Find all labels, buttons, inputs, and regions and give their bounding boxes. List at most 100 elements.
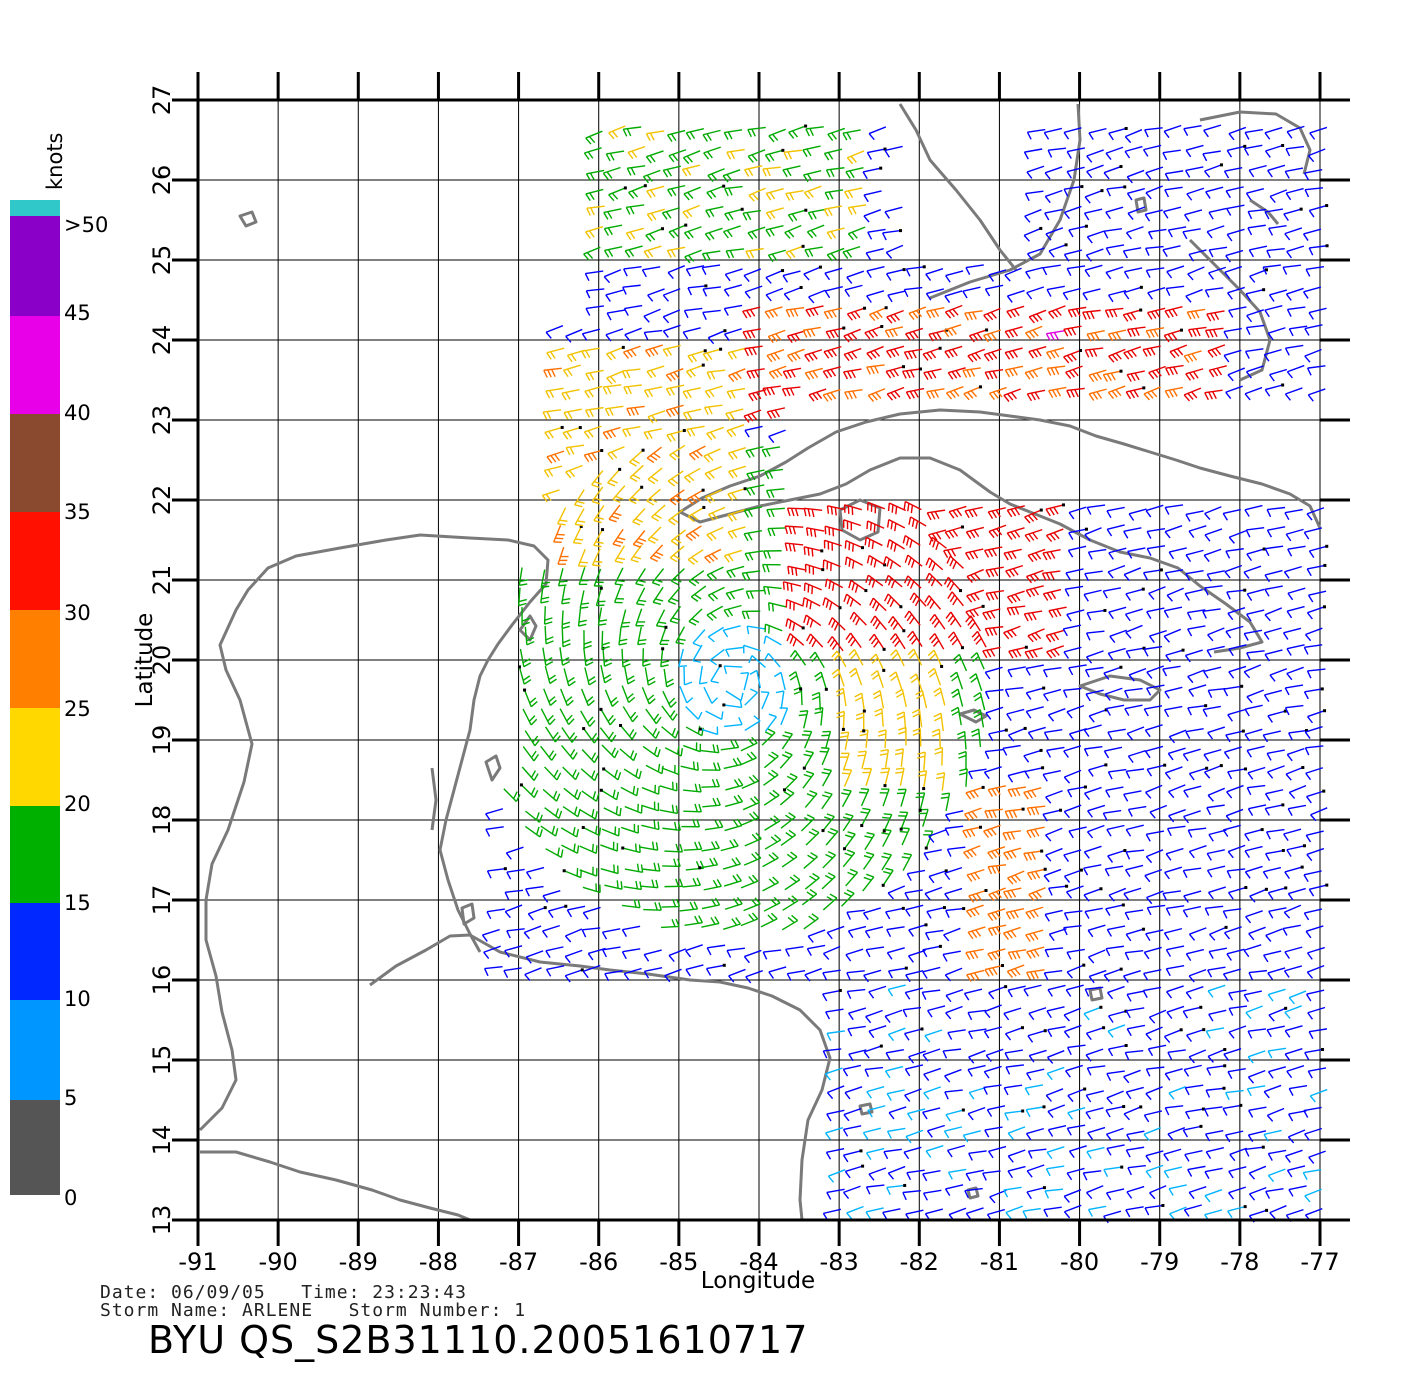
wind-barb-feather [585,231,591,239]
wind-barb-shaft [1243,944,1262,951]
wind-barb-shaft [1268,988,1286,996]
rain-flag-marker [898,229,902,233]
wind-barb-shaft [679,908,698,912]
wind-barb-feather [1027,852,1032,861]
rain-flag-marker [962,907,966,911]
wind-barb-shaft [728,968,746,977]
wind-barb-shaft [670,568,685,582]
wind-barb-feather [806,793,815,798]
wind-barb-shaft [836,650,847,668]
wind-barb-feather [945,1012,952,1020]
wind-barb-shaft [583,728,595,744]
wind-barb-feather [1264,574,1270,583]
wind-barb-feather [1245,192,1252,201]
wind-barb-feather [530,718,538,726]
wind-barb-shaft [768,602,787,608]
wind-barb-shaft [704,548,722,558]
wind-barb-feather [1184,1154,1190,1162]
wind-barb-feather [582,912,589,920]
wind-barb-shaft [1005,686,1024,691]
wind-barb-feather [809,601,812,610]
wind-barb-feather [532,735,539,743]
wind-barb-feather [831,309,837,318]
wind-barb-shaft [944,1089,963,1093]
wind-barb-feather [808,831,817,837]
wind-barb-feather [585,350,591,358]
wind-barb-shaft [1304,1048,1323,1054]
wind-barb-feather [1127,755,1134,763]
wind-barb-shaft [612,528,624,545]
wind-barb-shaft [652,586,664,603]
wind-barb-feather [1086,612,1092,621]
wind-barb-shaft [581,790,597,802]
wind-barb-shaft [523,689,532,708]
wind-barb-shaft [709,648,725,661]
wind-barb-feather [789,309,795,317]
wind-barb-feather [752,193,759,201]
wind-barb-shaft [915,673,923,692]
wind-barb-feather [627,386,632,395]
wind-barb-feather [783,152,789,160]
wind-barb-shaft [944,887,963,895]
wind-barb-shaft [624,868,643,874]
wind-barb-feather [790,508,795,517]
wind-barb-feather [1028,893,1035,901]
wind-barb-feather [614,583,624,586]
wind-barb-shaft [1185,649,1203,657]
wind-barb-feather [506,871,512,880]
wind-barb-feather [1084,669,1090,678]
wind-barb-shaft [1268,1047,1287,1052]
wind-barb-feather [588,136,596,144]
wind-barb-feather [803,508,807,517]
wind-barb-feather [671,580,679,586]
rain-flag-marker [984,889,988,893]
wind-barb-feather [1308,1031,1314,1040]
wind-barb-shaft [1207,865,1226,872]
wind-barb-shaft [603,166,621,174]
wind-barb-shaft [518,567,523,586]
wind-barb-shaft [744,529,763,535]
wind-barb-feather [545,640,554,645]
wind-barb-shaft [1146,890,1164,899]
wind-barb-shaft [882,788,890,807]
wind-barb-shaft [1168,747,1186,755]
wind-barb-feather [665,678,674,684]
wind-barb-feather [767,771,776,778]
wind-barb-shaft [1003,388,1021,396]
wind-barb-shaft [1183,890,1202,897]
wind-barb-feather [749,487,756,496]
rain-flag-marker [901,906,905,910]
wind-barb-feather [611,700,619,707]
wind-barb-feather [1068,532,1074,540]
wind-barb-shaft [968,1028,987,1033]
wind-barb-feather [829,639,836,647]
wind-barb-shaft [1285,766,1304,775]
wind-barb-feather [660,664,669,668]
rain-flag-marker [1205,766,1209,770]
wind-barb-feather [737,778,744,786]
rain-flag-marker [1103,608,1107,612]
wind-barb-shaft [944,866,963,874]
wind-barb-feather [854,696,863,702]
wind-barb-feather [1125,650,1131,659]
wind-barb-feather [859,791,868,794]
wind-barb-feather [708,389,715,398]
wind-barb-shaft [544,665,551,684]
wind-barb-feather [854,584,859,593]
wind-barb-shaft [1027,389,1046,395]
wind-barb-shaft [853,611,867,626]
wind-barb-shaft [687,506,705,518]
wind-barb-feather [1248,933,1255,941]
wind-barb-feather [944,872,951,881]
wind-barb-feather [619,807,622,817]
rain-flag-marker [523,688,527,692]
wind-barb-feather [625,370,631,379]
wind-barb-shaft [985,368,1004,373]
wind-barb-feather [1225,255,1231,263]
wind-barb-feather [825,331,831,339]
wind-barb-feather [946,1149,953,1158]
wind-barb-feather [1010,309,1016,318]
wind-barb-feather [822,371,829,379]
wind-barb-feather [1187,628,1193,637]
wind-barb-feather [1308,247,1314,256]
